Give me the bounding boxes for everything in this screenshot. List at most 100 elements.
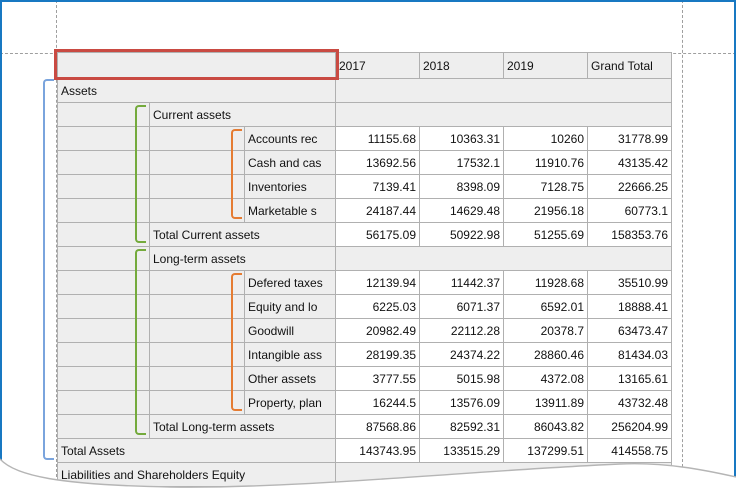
value-cell[interactable]: 28199.35 [335, 342, 420, 367]
value-cell[interactable]: 8398.09 [419, 174, 504, 199]
indent-cell[interactable] [57, 126, 150, 151]
value-cell[interactable]: 81434.03 [587, 342, 672, 367]
value-cell[interactable]: 10363.31 [419, 126, 504, 151]
value-cell[interactable]: 6071.37 [419, 294, 504, 319]
row-label-cell[interactable]: Defered taxes [244, 270, 336, 295]
column-header-cell[interactable]: 2018 [419, 52, 504, 79]
group-label-cell[interactable]: Liabilities and Shareholders Equity [57, 462, 336, 487]
value-cell[interactable]: 43135.42 [587, 150, 672, 175]
indent-cell[interactable] [57, 318, 150, 343]
indent-cell[interactable] [149, 150, 245, 175]
value-cell[interactable]: 22666.25 [587, 174, 672, 199]
indent-cell[interactable] [149, 126, 245, 151]
group-band-cell[interactable] [335, 102, 672, 127]
value-cell[interactable]: 11928.68 [503, 270, 588, 295]
value-cell[interactable]: 21956.18 [503, 198, 588, 223]
value-cell[interactable]: 5015.98 [419, 366, 504, 391]
value-cell[interactable]: 24187.44 [335, 198, 420, 223]
corner-cell[interactable] [57, 52, 336, 79]
indent-cell[interactable] [149, 318, 245, 343]
group-label-cell[interactable]: Assets [57, 78, 336, 103]
indent-cell[interactable] [149, 390, 245, 415]
group-label-cell[interactable]: Long-term assets [149, 246, 336, 271]
indent-cell[interactable] [149, 366, 245, 391]
indent-cell[interactable] [57, 222, 150, 247]
value-cell[interactable]: 18888.41 [587, 294, 672, 319]
value-cell[interactable]: 13165.61 [587, 366, 672, 391]
indent-cell[interactable] [57, 390, 150, 415]
indent-cell[interactable] [57, 294, 150, 319]
row-label-cell[interactable]: Goodwill [244, 318, 336, 343]
group-label-cell[interactable]: Current assets [149, 102, 336, 127]
row-label-cell[interactable]: Marketable s [244, 198, 336, 223]
value-cell[interactable]: 13911.89 [503, 390, 588, 415]
indent-cell[interactable] [57, 150, 150, 175]
row-label-cell[interactable]: Intangible ass [244, 342, 336, 367]
indent-cell[interactable] [149, 342, 245, 367]
value-cell[interactable]: 87568.86 [335, 414, 420, 439]
value-cell[interactable]: 13692.56 [335, 150, 420, 175]
value-cell[interactable]: 20378.7 [503, 318, 588, 343]
value-cell[interactable]: 4372.08 [503, 366, 588, 391]
value-cell[interactable]: 12139.94 [335, 270, 420, 295]
value-cell[interactable]: 16244.5 [335, 390, 420, 415]
value-cell[interactable]: 414558.75 [587, 438, 672, 463]
value-cell[interactable]: 11910.76 [503, 150, 588, 175]
indent-cell[interactable] [57, 174, 150, 199]
indent-cell[interactable] [149, 270, 245, 295]
group-band-cell[interactable] [335, 246, 672, 271]
value-cell[interactable]: 6592.01 [503, 294, 588, 319]
value-cell[interactable]: 20982.49 [335, 318, 420, 343]
row-label-cell[interactable]: Other assets [244, 366, 336, 391]
column-header-cell[interactable]: 2019 [503, 52, 588, 79]
total-label-cell[interactable]: Total Long-term assets [149, 414, 336, 439]
indent-cell[interactable] [57, 342, 150, 367]
column-header-cell[interactable]: 2017 [335, 52, 420, 79]
value-cell[interactable]: 7128.75 [503, 174, 588, 199]
value-cell[interactable]: 13576.09 [419, 390, 504, 415]
value-cell[interactable]: 86043.82 [503, 414, 588, 439]
value-cell[interactable]: 56175.09 [335, 222, 420, 247]
value-cell[interactable]: 133515.29 [419, 438, 504, 463]
value-cell[interactable]: 11155.68 [335, 126, 420, 151]
value-cell[interactable]: 11442.37 [419, 270, 504, 295]
total-label-cell[interactable]: Total Assets [57, 438, 336, 463]
value-cell[interactable]: 17532.1 [419, 150, 504, 175]
value-cell[interactable]: 6225.03 [335, 294, 420, 319]
value-cell[interactable]: 10260 [503, 126, 588, 151]
value-cell[interactable]: 50922.98 [419, 222, 504, 247]
indent-cell[interactable] [57, 270, 150, 295]
indent-cell[interactable] [149, 294, 245, 319]
value-cell[interactable]: 35510.99 [587, 270, 672, 295]
value-cell[interactable]: 137299.51 [503, 438, 588, 463]
group-band-cell[interactable] [335, 78, 672, 103]
row-label-cell[interactable]: Equity and lo [244, 294, 336, 319]
value-cell[interactable]: 22112.28 [419, 318, 504, 343]
value-cell[interactable]: 14629.48 [419, 198, 504, 223]
value-cell[interactable]: 158353.76 [587, 222, 672, 247]
value-cell[interactable]: 3777.55 [335, 366, 420, 391]
value-cell[interactable]: 60773.1 [587, 198, 672, 223]
value-cell[interactable]: 143743.95 [335, 438, 420, 463]
value-cell[interactable]: 7139.41 [335, 174, 420, 199]
group-band-cell[interactable] [335, 462, 672, 487]
indent-cell[interactable] [57, 198, 150, 223]
value-cell[interactable]: 31778.99 [587, 126, 672, 151]
column-header-cell[interactable]: Grand Total [587, 52, 672, 79]
value-cell[interactable]: 63473.47 [587, 318, 672, 343]
value-cell[interactable]: 24374.22 [419, 342, 504, 367]
total-label-cell[interactable]: Total Current assets [149, 222, 336, 247]
value-cell[interactable]: 256204.99 [587, 414, 672, 439]
row-label-cell[interactable]: Inventories [244, 174, 336, 199]
indent-cell[interactable] [57, 246, 150, 271]
value-cell[interactable]: 43732.48 [587, 390, 672, 415]
value-cell[interactable]: 28860.46 [503, 342, 588, 367]
row-label-cell[interactable]: Accounts rec [244, 126, 336, 151]
indent-cell[interactable] [149, 174, 245, 199]
indent-cell[interactable] [57, 366, 150, 391]
row-label-cell[interactable]: Cash and cas [244, 150, 336, 175]
value-cell[interactable]: 82592.31 [419, 414, 504, 439]
indent-cell[interactable] [57, 102, 150, 127]
row-label-cell[interactable]: Property, plan [244, 390, 336, 415]
value-cell[interactable]: 51255.69 [503, 222, 588, 247]
